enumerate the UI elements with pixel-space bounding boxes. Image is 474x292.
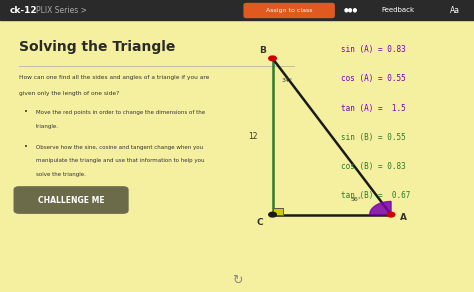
Text: 34°: 34°	[281, 78, 292, 83]
Circle shape	[269, 56, 276, 61]
Bar	[273, 208, 283, 215]
Text: triangle.: triangle.	[36, 124, 59, 129]
Text: C: C	[257, 218, 264, 227]
Text: given only the length of one side?: given only the length of one side?	[19, 91, 119, 96]
Text: How can one find all the sides and angles of a triangle if you are: How can one find all the sides and angle…	[19, 75, 210, 80]
Circle shape	[387, 212, 395, 217]
Text: cos (B) = 0.83: cos (B) = 0.83	[341, 162, 406, 171]
Text: Move the red points in order to change the dimensions of the: Move the red points in order to change t…	[36, 110, 205, 115]
Text: Aa: Aa	[450, 6, 460, 15]
Text: PLIX Series >: PLIX Series >	[36, 6, 86, 15]
Text: manipulate the triangle and use that information to help you: manipulate the triangle and use that inf…	[36, 158, 204, 164]
Text: solve the triangle.: solve the triangle.	[36, 172, 85, 177]
Bar	[0, 0, 474, 20]
FancyBboxPatch shape	[14, 187, 128, 213]
Text: •: •	[24, 145, 27, 150]
Text: sin (A) = 0.83: sin (A) = 0.83	[341, 45, 406, 54]
Text: tan (B) =  0.67: tan (B) = 0.67	[341, 191, 410, 200]
Text: A: A	[400, 213, 407, 222]
Text: CHALLENGE ME: CHALLENGE ME	[38, 196, 104, 204]
Text: ↻: ↻	[232, 274, 242, 287]
Polygon shape	[370, 201, 391, 215]
Text: tan (A) =  1.5: tan (A) = 1.5	[341, 104, 406, 112]
Text: 12: 12	[248, 132, 257, 141]
Text: Observe how the sine, cosine and tangent change when you: Observe how the sine, cosine and tangent…	[36, 145, 203, 150]
Text: cos (A) = 0.55: cos (A) = 0.55	[341, 74, 406, 83]
Text: Solving the Triangle: Solving the Triangle	[19, 40, 175, 54]
FancyBboxPatch shape	[244, 4, 334, 18]
Text: sin (B) = 0.55: sin (B) = 0.55	[341, 133, 406, 142]
Text: ●●●: ●●●	[344, 8, 358, 13]
Text: Feedback: Feedback	[382, 7, 415, 13]
Text: •: •	[24, 110, 27, 115]
Text: Assign to class: Assign to class	[266, 8, 312, 13]
Text: B: B	[259, 46, 265, 55]
Text: 56°: 56°	[351, 197, 362, 202]
Text: ck-12: ck-12	[9, 6, 37, 15]
Circle shape	[269, 212, 276, 217]
